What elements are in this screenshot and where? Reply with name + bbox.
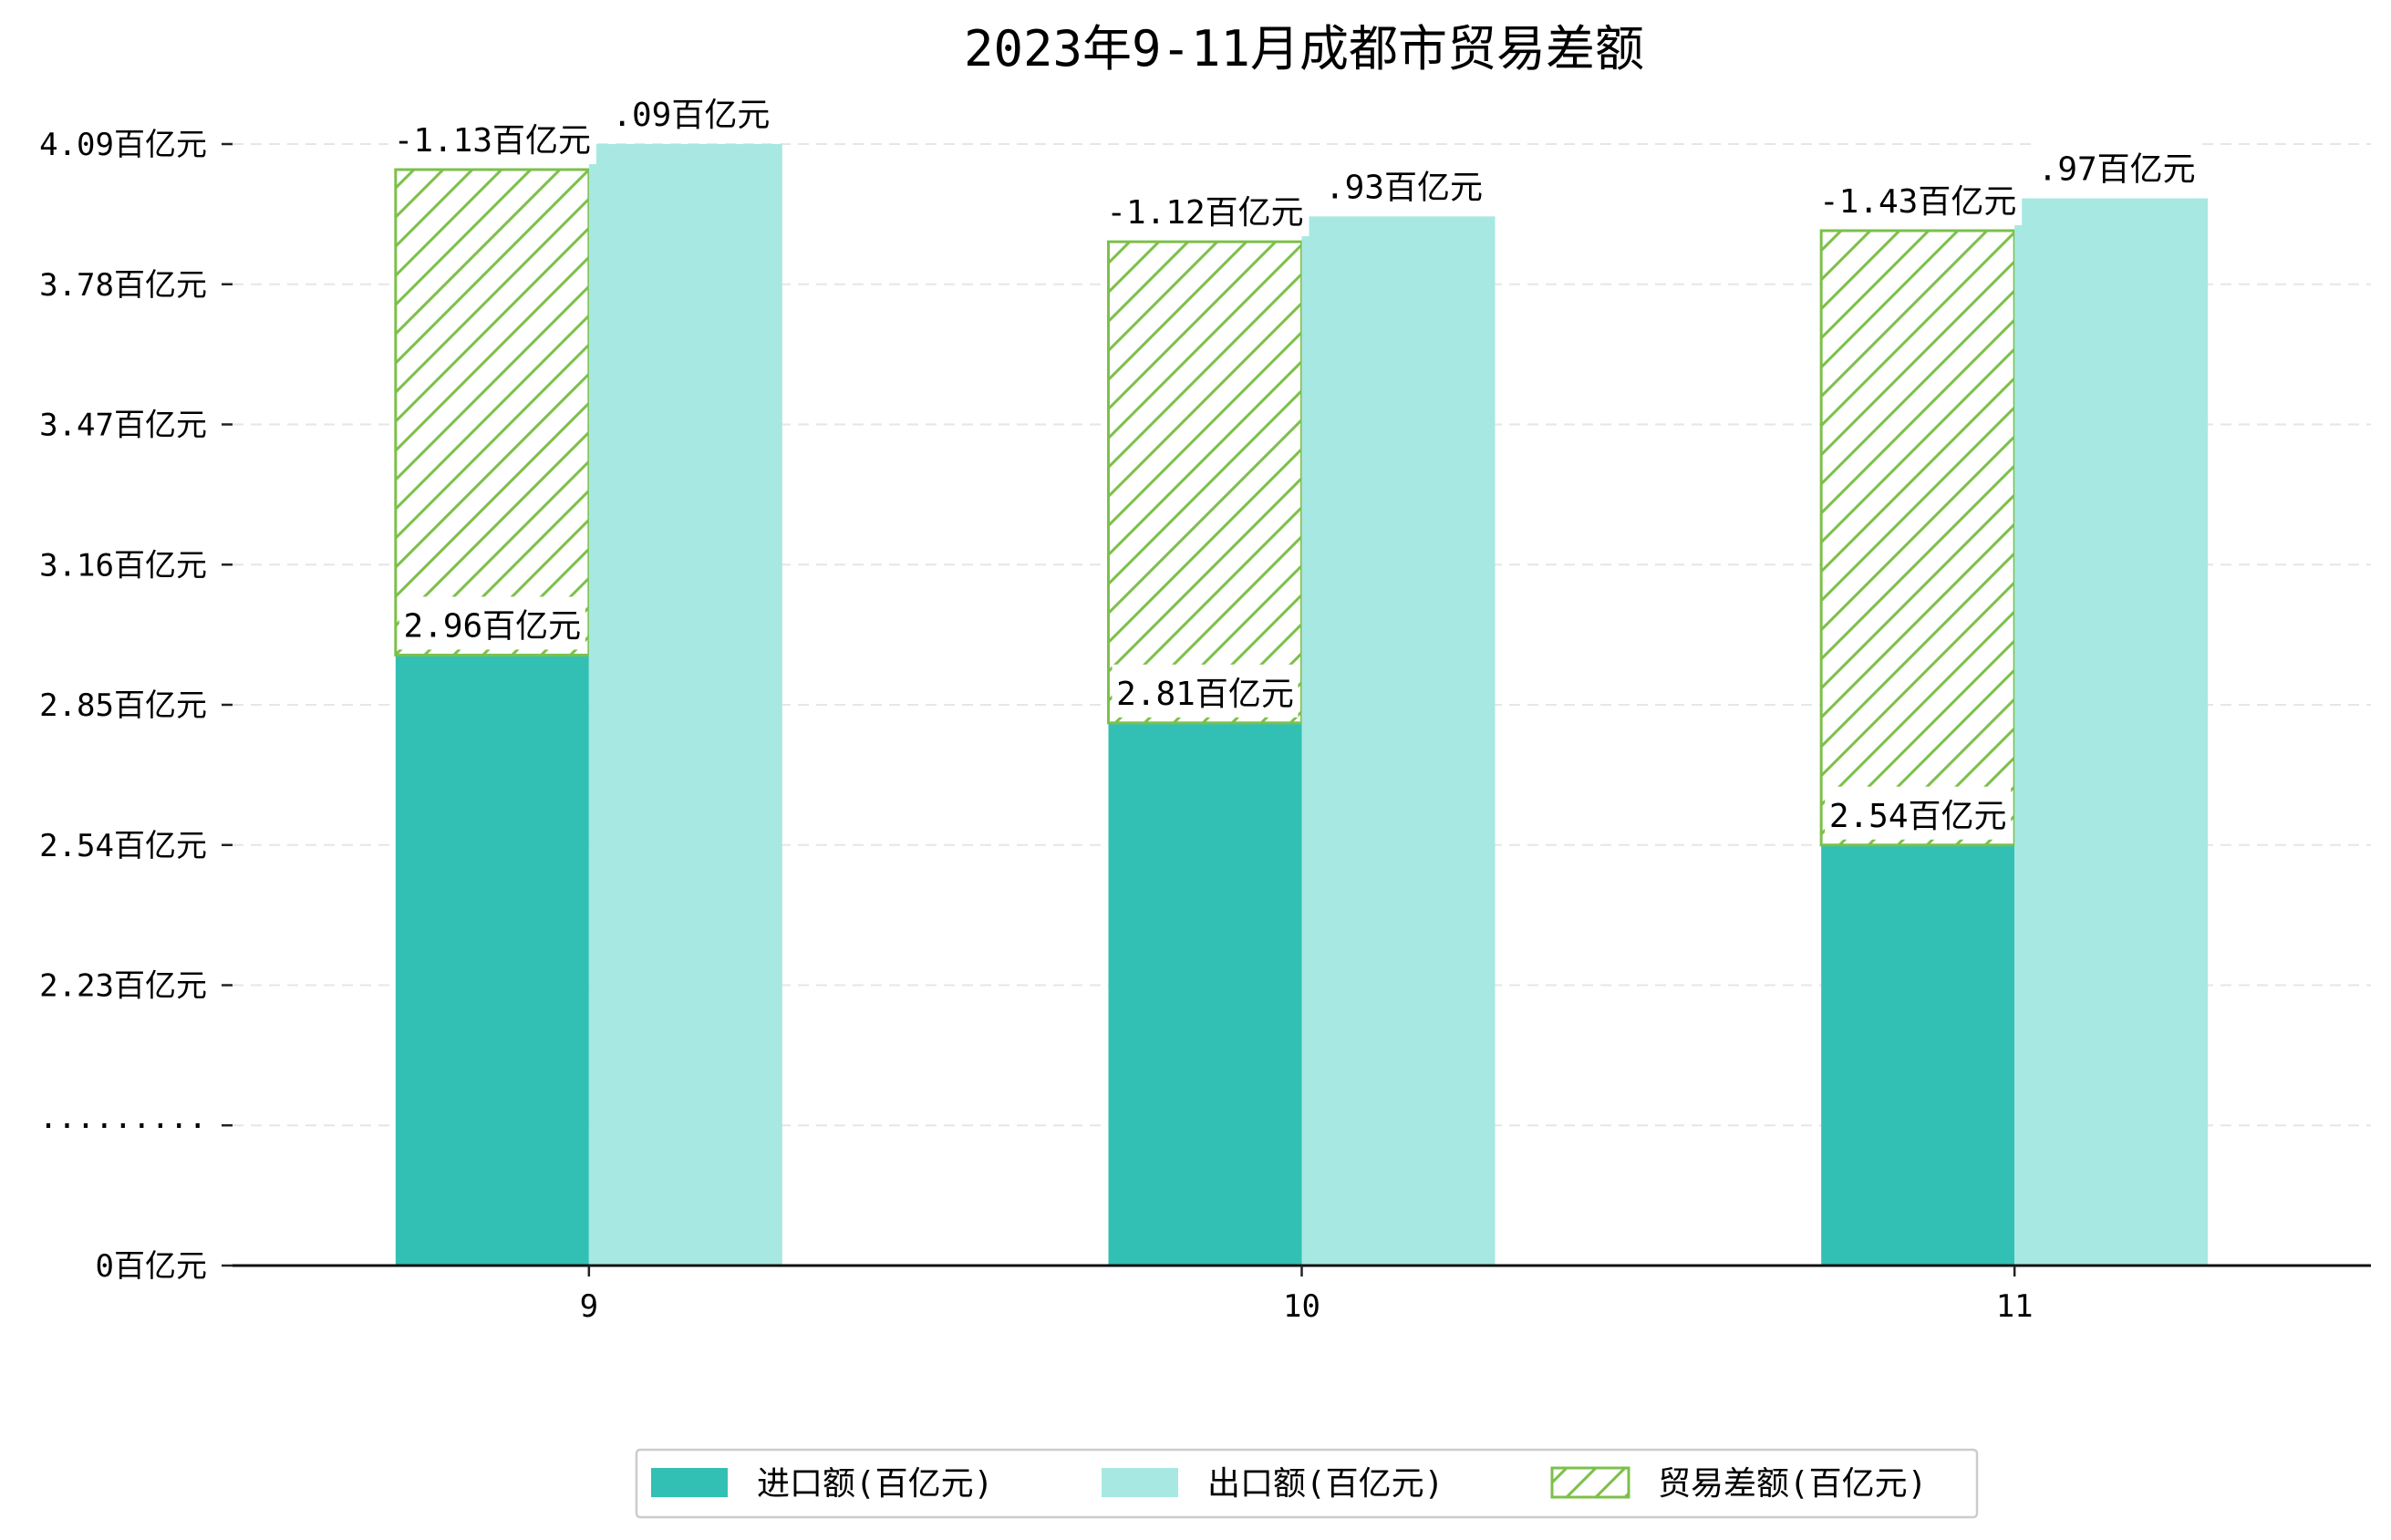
balance-value-label: -1.13百亿元 bbox=[394, 122, 591, 160]
import-value-label: 2.54百亿元 bbox=[1829, 798, 2007, 835]
balance-value-label: -1.43百亿元 bbox=[1819, 183, 2016, 221]
x-axis: 9 10 11 bbox=[233, 1264, 2371, 1325]
y-tick-label: 4.09百亿元 bbox=[39, 127, 207, 163]
y-axis: 0百亿元 ········· 2.23百亿元 2.54百亿元 2.85百亿元 3.16百亿… bbox=[39, 127, 233, 1285]
legend: 进口额(百亿元) 出口额(百亿元) 贸易差额(百亿元) bbox=[635, 1448, 1979, 1519]
balance-bar bbox=[394, 168, 591, 656]
y-tick-label: 3.47百亿元 bbox=[39, 408, 207, 444]
balance-value-label-bg bbox=[1814, 171, 2023, 225]
x-tick-label: 11 bbox=[1996, 1288, 2034, 1325]
legend-box bbox=[635, 1448, 1979, 1519]
y-tick-label: 3.78百亿元 bbox=[39, 267, 207, 304]
legend-label-export: 出口额(百亿元) bbox=[1207, 1465, 1444, 1503]
legend-label-balance: 贸易差额(百亿元) bbox=[1658, 1465, 1927, 1503]
balance-value-label: -1.12百亿元 bbox=[1106, 194, 1303, 232]
balance-value-label-bg bbox=[1101, 183, 1309, 237]
export-value-label: .09百亿元 bbox=[612, 97, 770, 134]
legend-swatch-import bbox=[651, 1468, 728, 1497]
x-tick-label: 10 bbox=[1283, 1288, 1320, 1325]
legend-swatch-balance bbox=[1550, 1466, 1630, 1499]
legend-swatch-export bbox=[1102, 1468, 1178, 1497]
export-value-label: .93百亿元 bbox=[1325, 169, 1483, 206]
data-labels: -1.13百亿元 2.96百亿元 .09百亿元 -1.12百亿元 2.81百亿元 .93百… bbox=[388, 86, 2200, 840]
y-tick-label: 2.23百亿元 bbox=[39, 968, 207, 1005]
x-tick-label: 9 bbox=[580, 1288, 598, 1325]
y-tick-label: 2.85百亿元 bbox=[39, 687, 207, 724]
export-bar bbox=[2014, 198, 2209, 1266]
y-tick-label: 2.54百亿元 bbox=[39, 828, 207, 864]
export-bar bbox=[588, 144, 782, 1266]
balance-value-label-bg bbox=[388, 111, 596, 165]
export-value-label: .97百亿元 bbox=[2038, 151, 2196, 189]
y-tick-label: ········· bbox=[39, 1108, 207, 1144]
export-value-label-bg bbox=[1321, 158, 1486, 212]
import-value-label-bg bbox=[1825, 786, 2012, 840]
y-tick-label: 0百亿元 bbox=[96, 1248, 207, 1285]
import-bar bbox=[1821, 844, 2015, 1266]
import-value-label: 2.96百亿元 bbox=[403, 607, 581, 645]
import-value-label: 2.81百亿元 bbox=[1116, 676, 1294, 713]
chart-title: 2023年9-11月成都市贸易差额 bbox=[964, 20, 1644, 78]
import-bar bbox=[1108, 722, 1302, 1266]
export-bar bbox=[1301, 216, 1496, 1266]
balance-bar bbox=[1107, 240, 1303, 725]
export-value-label-bg bbox=[2034, 140, 2200, 193]
import-value-label-bg bbox=[398, 596, 585, 650]
export-value-label-bg bbox=[608, 86, 773, 139]
balance-bar bbox=[1819, 229, 2016, 847]
bars-group bbox=[394, 144, 2209, 1266]
y-tick-label: 3.16百亿元 bbox=[39, 547, 207, 584]
legend-label-import: 进口额(百亿元) bbox=[757, 1465, 993, 1503]
import-value-label-bg bbox=[1112, 664, 1299, 718]
import-bar bbox=[395, 655, 589, 1266]
